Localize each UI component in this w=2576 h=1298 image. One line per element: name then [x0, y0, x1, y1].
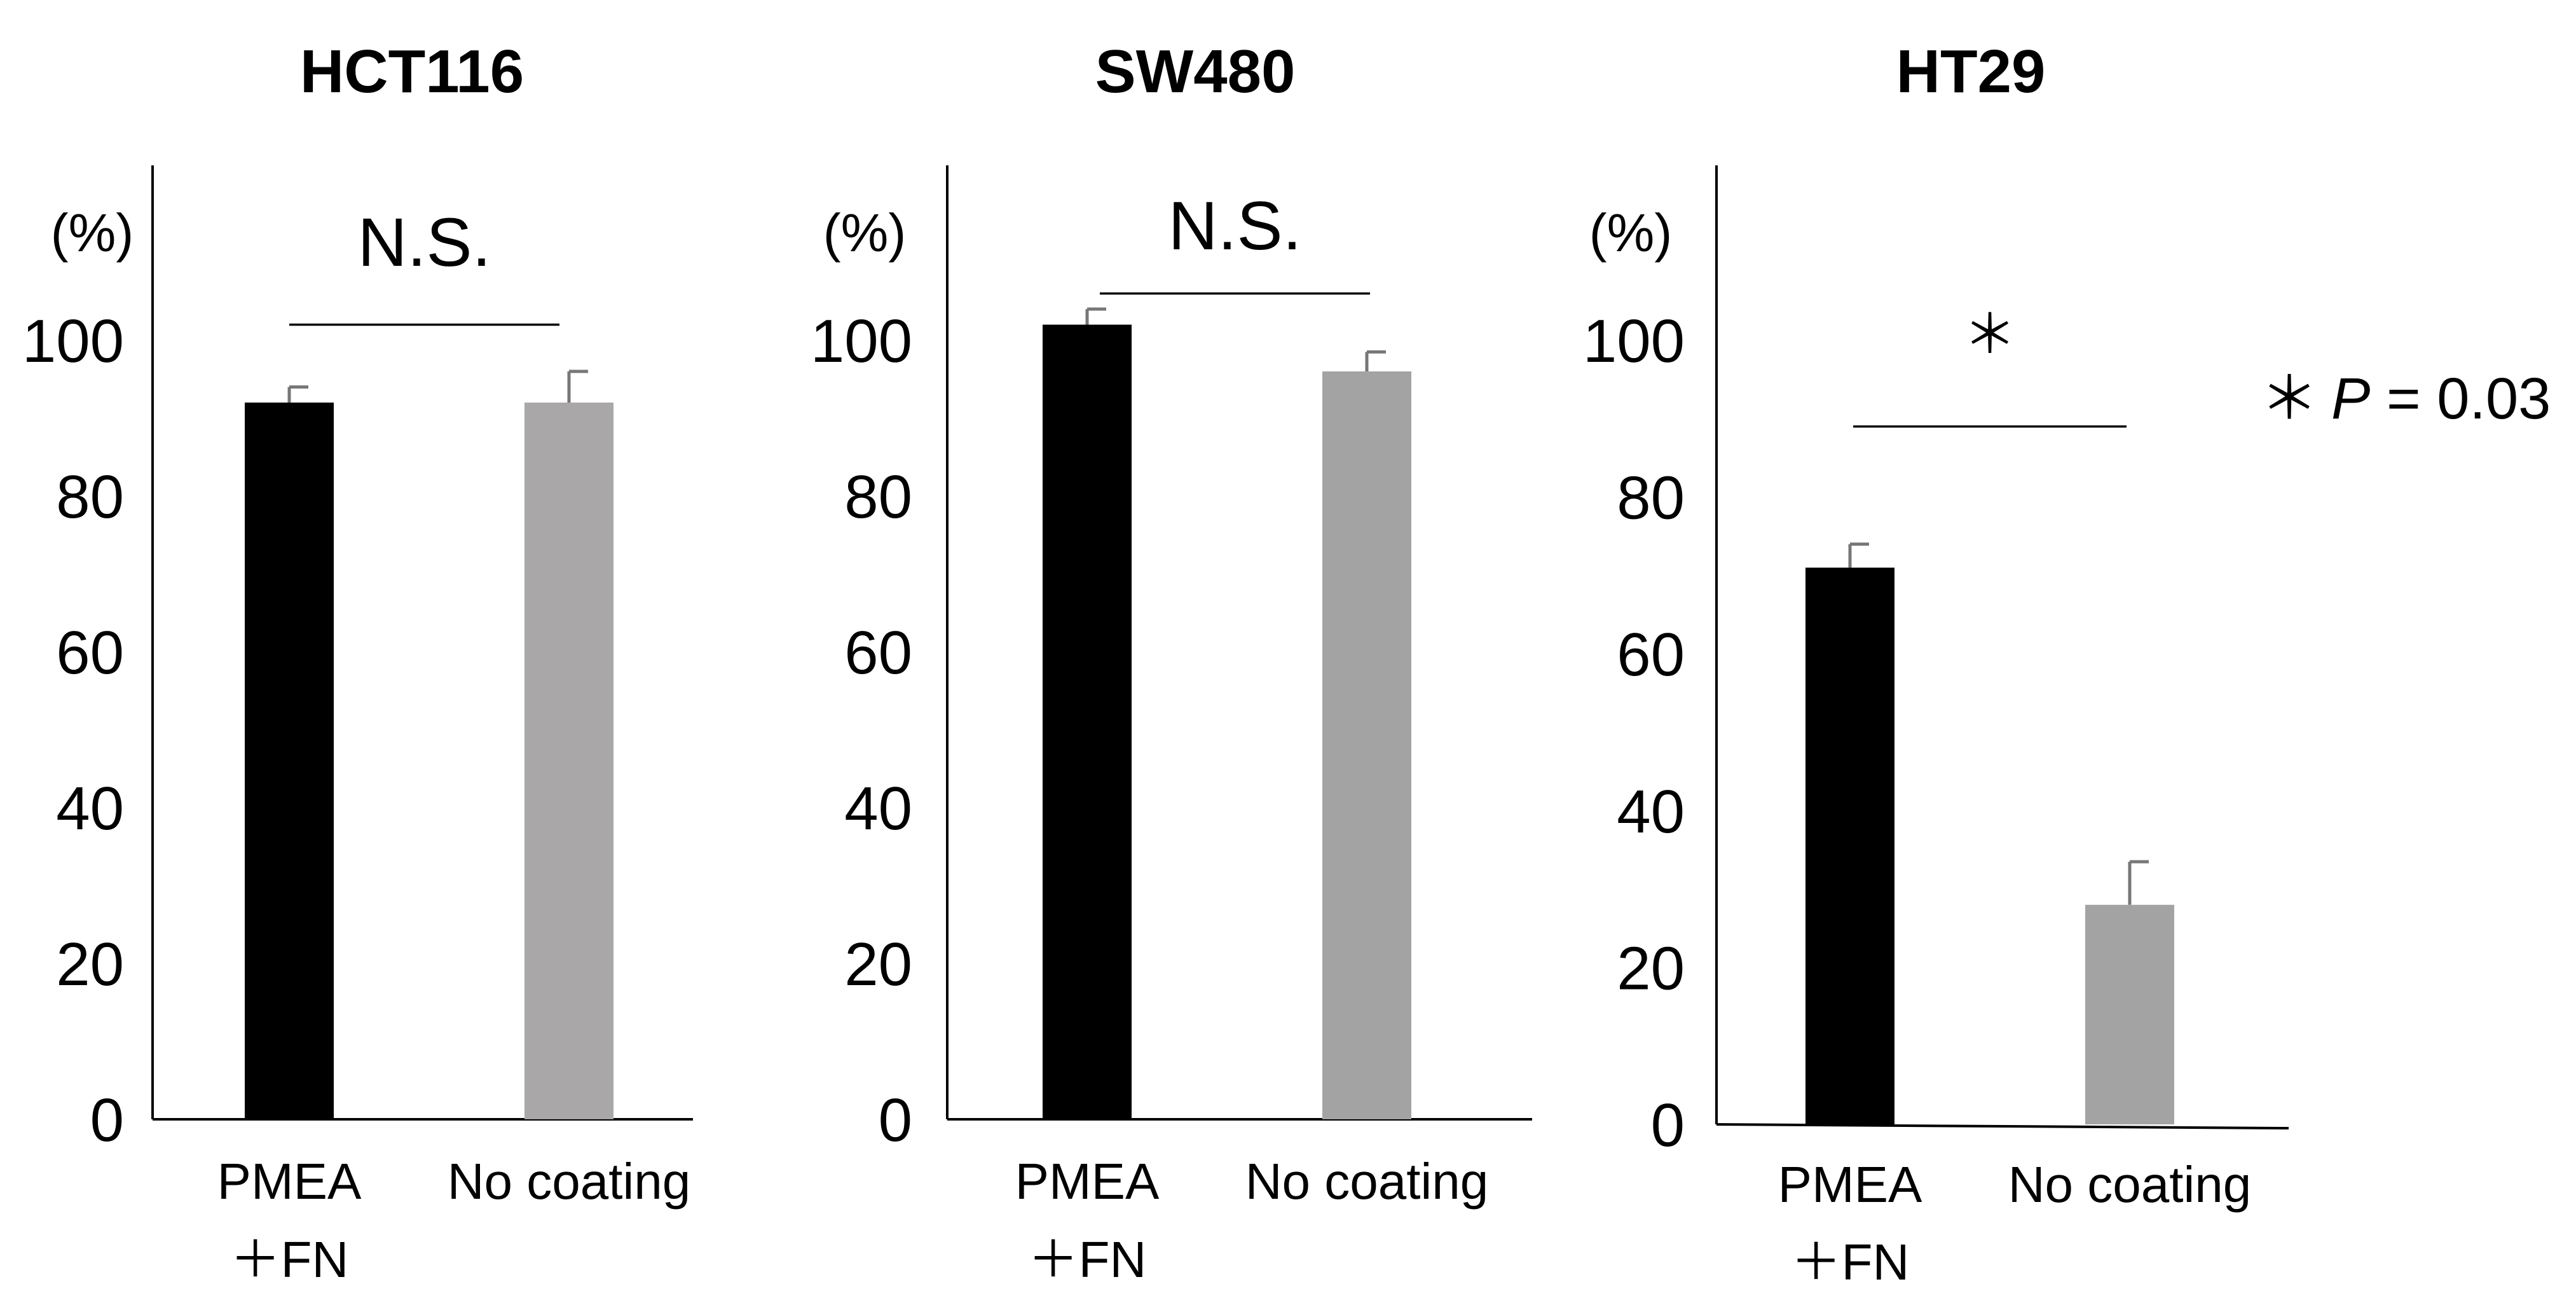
y-tick-label: 20	[56, 930, 124, 998]
chart-2: SW480 (%) 0 20 40 60 80 100 PMEA ＋FN No coating N.S…	[811, 38, 1532, 1288]
significance-label: N.S.	[1168, 187, 1301, 264]
p-note-star: ＊	[2260, 366, 2319, 431]
y-tick-label: 60	[1617, 621, 1685, 689]
y-tick-label: 20	[844, 930, 912, 998]
y-unit-label: (%)	[51, 203, 134, 263]
chart-title: SW480	[1095, 38, 1296, 106]
y-tick-label: 80	[844, 463, 912, 531]
y-tick-label: 100	[1583, 307, 1685, 375]
x-category-label: No coating	[1245, 1153, 1488, 1210]
x-category-label: PMEA	[1015, 1153, 1160, 1210]
chart-title: HCT116	[300, 38, 524, 106]
x-category-label-line2: ＋FN	[1028, 1231, 1147, 1288]
x-axis	[1716, 1123, 2289, 1129]
y-tick-label: 40	[844, 775, 912, 843]
bar	[2085, 904, 2174, 1124]
bar	[1322, 371, 1411, 1119]
x-category-label: PMEA	[217, 1153, 362, 1210]
p-value-note: ＊ P = 0.03	[2260, 366, 2551, 431]
y-tick-label: 0	[879, 1086, 912, 1154]
x-category-label: No coating	[448, 1153, 690, 1210]
bar	[1043, 324, 1132, 1119]
x-category-label: PMEA	[1778, 1156, 1922, 1213]
y-tick-label: 80	[56, 463, 124, 531]
significance-label: N.S.	[357, 204, 491, 280]
x-category-label-line2: ＋FN	[1791, 1234, 1910, 1290]
y-unit-label: (%)	[823, 203, 907, 263]
chart-1: HCT116 (%) 0 20 40 60 80 100 PMEA ＋FN No coating N.…	[22, 38, 693, 1288]
y-tick-label: 20	[1617, 934, 1685, 1002]
bar	[1805, 567, 1894, 1124]
y-unit-label: (%)	[1589, 203, 1673, 263]
y-tick-label: 40	[1617, 778, 1685, 846]
x-category-label-line2: ＋FN	[230, 1231, 349, 1288]
y-tick-label: 80	[1617, 464, 1685, 532]
bar	[245, 403, 334, 1119]
y-tick-label: 60	[56, 619, 124, 687]
y-tick-label: 0	[90, 1086, 124, 1154]
y-tick-label: 0	[1651, 1091, 1685, 1159]
y-tick-label: 100	[811, 307, 912, 375]
y-tick-label: 60	[844, 619, 912, 687]
bar	[524, 403, 613, 1119]
x-category-label: No coating	[2008, 1156, 2251, 1213]
p-note-rest: = 0.03	[2370, 366, 2551, 431]
chart-title: HT29	[1896, 38, 2046, 106]
y-tick-label: 100	[22, 307, 124, 375]
chart-3: HT29 (%) 0 20 40 60 80 100 PMEA ＋FN No coating ＊	[1583, 38, 2289, 1290]
significance-label: ＊	[1963, 305, 2017, 364]
y-tick-label: 40	[56, 775, 124, 843]
p-note-symbol: P	[2331, 366, 2370, 431]
